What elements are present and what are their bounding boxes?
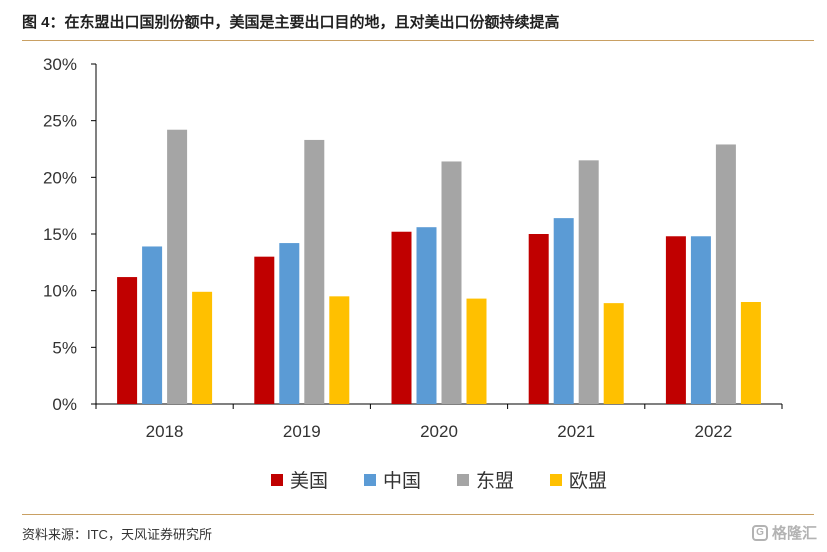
legend: 美国 中国 东盟 欧盟 xyxy=(271,470,607,492)
bar-2020-2 xyxy=(441,161,462,404)
legend-label-3: 欧盟 xyxy=(569,470,607,492)
legend-label-0: 美国 xyxy=(290,470,328,492)
legend-swatch-0 xyxy=(271,474,283,486)
y-tick-label: 15% xyxy=(43,225,77,244)
y-tick-label: 25% xyxy=(43,112,77,131)
bar-2022-0 xyxy=(665,236,686,404)
legend-swatch-3 xyxy=(550,474,562,486)
watermark: G 格隆汇 xyxy=(751,522,817,543)
bar-2022-3 xyxy=(740,302,761,404)
y-tick-label: 20% xyxy=(43,168,77,187)
bar-2020-3 xyxy=(466,298,487,404)
bar-2018-0 xyxy=(117,277,138,404)
bar-2021-0 xyxy=(528,234,549,404)
bar-2018-3 xyxy=(192,291,213,404)
x-tick-label: 2022 xyxy=(694,422,732,441)
bar-2019-2 xyxy=(304,139,325,404)
bar-2020-0 xyxy=(391,231,412,404)
y-tick-label: 5% xyxy=(52,338,77,357)
bar-2021-3 xyxy=(603,303,624,404)
bar-2018-1 xyxy=(142,246,163,404)
x-tick-label: 2021 xyxy=(557,422,595,441)
bar-2021-1 xyxy=(553,218,574,404)
footer-divider xyxy=(22,514,814,515)
y-tick-label: 10% xyxy=(43,282,77,301)
y-tick-label: 30% xyxy=(43,55,77,74)
bar-2021-2 xyxy=(578,160,599,404)
y-axis: 0% 5% 10% 15% 20% 25% 30% xyxy=(43,55,97,414)
x-axis: 2018 2019 2020 2021 2022 xyxy=(95,403,783,441)
figure-title: 图 4：在东盟出口国别份额中，美国是主要出口目的地，且对美出口份额持续提高 xyxy=(22,14,560,31)
watermark-text: 格隆汇 xyxy=(771,525,817,542)
legend-swatch-1 xyxy=(364,474,376,486)
bars xyxy=(117,129,761,404)
bar-2019-1 xyxy=(279,243,300,404)
legend-label-2: 东盟 xyxy=(476,470,514,492)
title-divider xyxy=(22,40,814,41)
x-tick-label: 2019 xyxy=(283,422,321,441)
legend-label-1: 中国 xyxy=(383,470,421,492)
source-note: 资料来源：ITC，天风证券研究所 xyxy=(22,527,212,542)
y-tick-label: 0% xyxy=(52,395,77,414)
watermark-logo-icon: G xyxy=(751,524,768,541)
bar-2019-3 xyxy=(329,296,350,404)
bar-chart: 0% 5% 10% 15% 20% 25% 30% 2018 2019 2020 2021 2022… xyxy=(43,55,783,492)
bar-2019-0 xyxy=(254,256,275,404)
bar-2018-2 xyxy=(167,129,188,404)
bar-2022-1 xyxy=(690,236,711,404)
bar-2020-1 xyxy=(416,227,437,404)
x-tick-label: 2018 xyxy=(146,422,184,441)
x-tick-label: 2020 xyxy=(420,422,458,441)
legend-swatch-2 xyxy=(457,474,469,486)
bar-2022-2 xyxy=(715,144,736,404)
